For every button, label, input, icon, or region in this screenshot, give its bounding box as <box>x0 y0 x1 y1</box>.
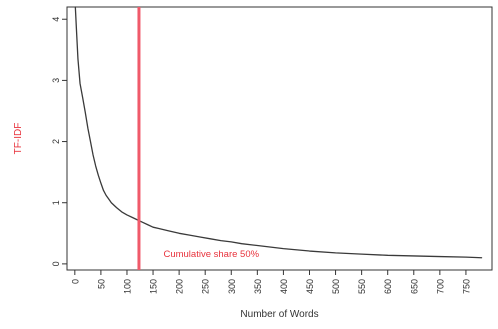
y-tick-label: 4 <box>51 17 61 22</box>
x-tick-label: 350 <box>253 279 263 294</box>
x-tick-label: 200 <box>175 279 185 294</box>
x-tick-label: 550 <box>357 279 367 294</box>
x-tick-label: 300 <box>227 279 237 294</box>
annotation-label: Cumulative share 50% <box>163 249 259 260</box>
x-tick-label: 250 <box>201 279 211 294</box>
x-tick-label: 0 <box>70 279 80 284</box>
x-tick-label: 600 <box>383 279 393 294</box>
x-tick-label: 450 <box>305 279 315 294</box>
y-tick-label: 1 <box>51 200 61 205</box>
x-tick-label: 750 <box>461 279 471 294</box>
plot-frame <box>66 6 493 271</box>
y-tick-label: 2 <box>51 139 61 144</box>
y-axis-label: TF-IDF <box>13 123 24 155</box>
series-line <box>74 6 483 259</box>
x-tick-label: 500 <box>331 279 341 294</box>
x-tick-label: 150 <box>149 279 159 294</box>
y-tick-label: 3 <box>51 78 61 83</box>
x-tick-label: 50 <box>96 279 106 289</box>
x-tick-label: 400 <box>279 279 289 294</box>
x-axis-label: Number of Words <box>240 309 318 320</box>
x-tick-label: 650 <box>409 279 419 294</box>
y-tick-label: 0 <box>51 261 61 266</box>
x-tick-label: 100 <box>122 279 132 294</box>
x-tick-label: 700 <box>435 279 445 294</box>
